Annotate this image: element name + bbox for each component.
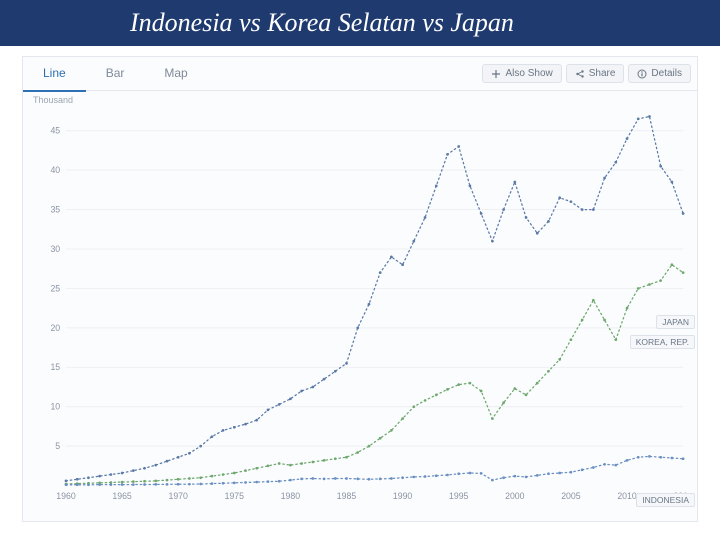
svg-text:30: 30 bbox=[50, 244, 60, 254]
svg-text:10: 10 bbox=[50, 402, 60, 412]
chart-panel: LineBarMap Also Show Share Details Thous… bbox=[22, 56, 698, 522]
svg-text:2005: 2005 bbox=[561, 491, 581, 501]
details-button[interactable]: Details bbox=[628, 64, 691, 83]
series-label-japan[interactable]: JAPAN bbox=[656, 315, 695, 329]
svg-text:1980: 1980 bbox=[281, 491, 301, 501]
toolbar-actions: Also Show Share Details bbox=[482, 64, 697, 83]
tab-line[interactable]: Line bbox=[23, 56, 86, 92]
page-title-text: Indonesia vs Korea Selatan vs Japan bbox=[130, 8, 514, 37]
svg-text:45: 45 bbox=[50, 126, 60, 136]
svg-text:1990: 1990 bbox=[393, 491, 413, 501]
view-tabs: LineBarMap bbox=[23, 56, 208, 91]
svg-text:15: 15 bbox=[50, 362, 60, 372]
tab-map[interactable]: Map bbox=[144, 56, 207, 91]
also-show-button[interactable]: Also Show bbox=[482, 64, 561, 83]
page-title: Indonesia vs Korea Selatan vs Japan bbox=[0, 0, 720, 46]
y-axis-unit: Thousand bbox=[23, 91, 697, 105]
share-button[interactable]: Share bbox=[566, 64, 625, 83]
info-icon bbox=[637, 69, 647, 79]
share-label: Share bbox=[589, 68, 616, 79]
plus-icon bbox=[491, 69, 501, 79]
svg-text:1975: 1975 bbox=[225, 491, 245, 501]
line-chart: 5 10 15 20 25 30 35 40 45 1960 1965 1970 1975 1980 198… bbox=[33, 105, 687, 513]
svg-text:1960: 1960 bbox=[56, 491, 76, 501]
svg-text:1970: 1970 bbox=[168, 491, 188, 501]
svg-text:25: 25 bbox=[50, 283, 60, 293]
svg-text:5: 5 bbox=[55, 441, 60, 451]
series-label-indonesia[interactable]: INDONESIA bbox=[636, 493, 695, 507]
topbar: LineBarMap Also Show Share Details bbox=[23, 57, 697, 91]
svg-text:2000: 2000 bbox=[505, 491, 525, 501]
svg-text:1985: 1985 bbox=[337, 491, 357, 501]
chart-area: 5 10 15 20 25 30 35 40 45 1960 1965 1970 1975 1980 198… bbox=[23, 105, 697, 521]
also-show-label: Also Show bbox=[505, 68, 552, 79]
series-label-korea-rep-[interactable]: KOREA, REP. bbox=[630, 335, 695, 349]
svg-text:20: 20 bbox=[50, 323, 60, 333]
svg-text:40: 40 bbox=[50, 165, 60, 175]
tab-bar[interactable]: Bar bbox=[86, 56, 145, 91]
svg-text:35: 35 bbox=[50, 204, 60, 214]
details-label: Details bbox=[651, 68, 682, 79]
share-icon bbox=[575, 69, 585, 79]
svg-text:2010: 2010 bbox=[617, 491, 637, 501]
svg-text:1965: 1965 bbox=[112, 491, 132, 501]
svg-text:1995: 1995 bbox=[449, 491, 469, 501]
